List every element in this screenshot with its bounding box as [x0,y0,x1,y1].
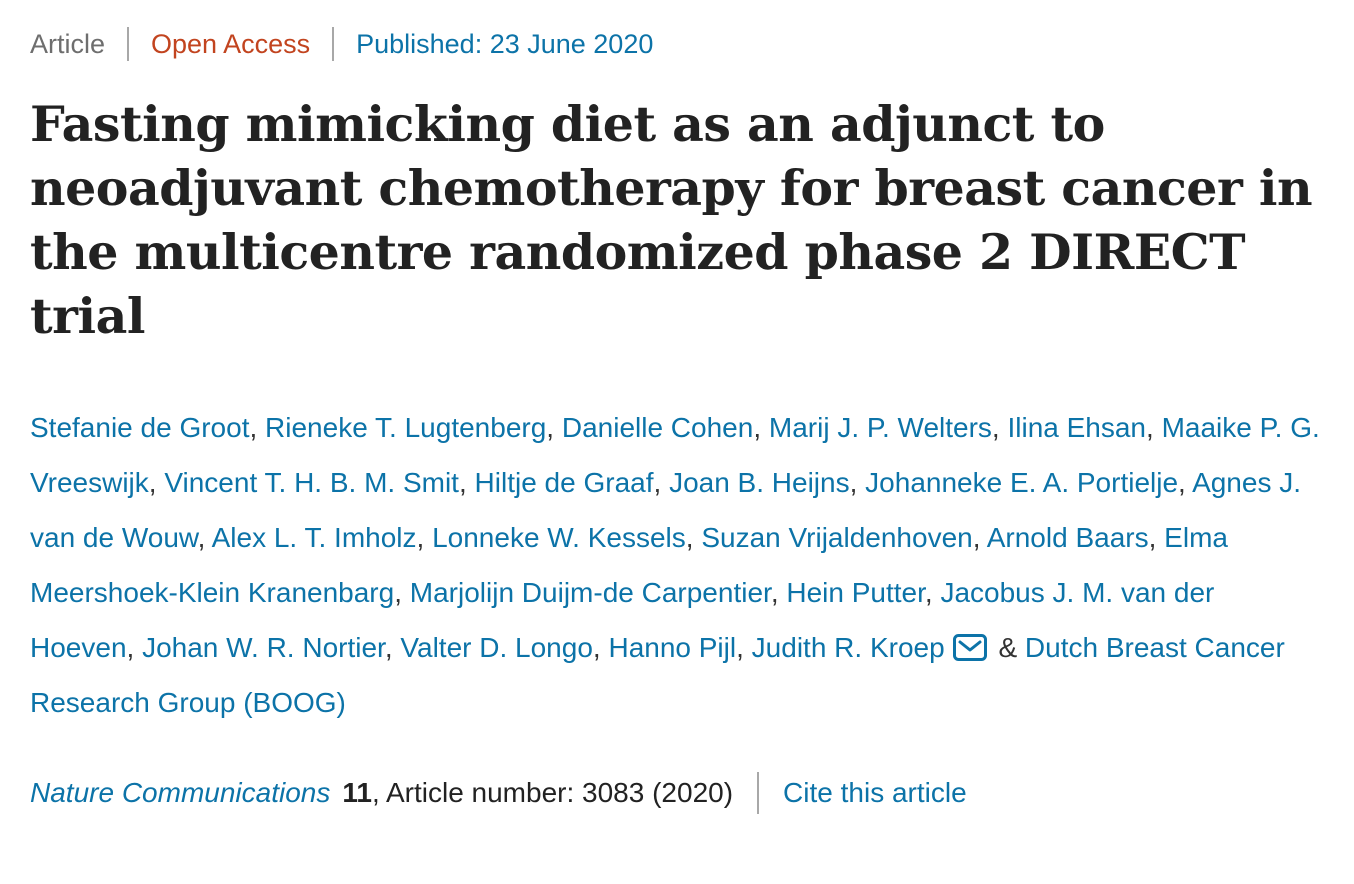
author-link[interactable]: Hanno Pijl [608,632,737,663]
author-separator: , [1178,467,1193,498]
author-separator: , [753,412,769,443]
author-separator: , [546,412,562,443]
author-separator: , [384,632,401,663]
author-link[interactable]: Hiltje de Graaf [474,467,654,498]
article-title: Fasting mimicking diet as an adjunct to … [30,95,1313,345]
author-link[interactable]: Judith R. Kroep [751,632,945,663]
authors-conjunction: & [990,632,1025,663]
author-separator: , [972,522,987,553]
article-number-text: , Article number: 3083 (2020) [371,777,734,808]
author-link[interactable]: Rieneke T. Lugtenberg [265,412,547,443]
journal-volume: 11 [342,777,372,808]
published-date-link[interactable]: Published: 23 June 2020 [356,29,654,59]
journal-link[interactable]: Nature Communications [30,777,331,808]
article-header-page: Article Open Access Published: 23 June 2… [30,26,1324,814]
author-link[interactable]: Hein Putter [786,577,925,608]
open-access-link[interactable]: Open Access [151,29,311,59]
author-link[interactable]: Arnold Baars [986,522,1149,553]
author-separator: , [416,522,433,553]
meta-separator [332,27,335,61]
journal-info-row: Nature Communications 11 , Article numbe… [30,772,1324,814]
author-separator: , [770,577,787,608]
author-separator: , [1148,522,1165,553]
author-separator: , [592,632,609,663]
author-link[interactable]: Joan B. Heijns [669,467,850,498]
author-separator: , [249,412,266,443]
article-type-label: Article [30,29,106,59]
author-link[interactable]: Valter D. Longo [400,632,593,663]
envelope-icon[interactable] [952,634,987,661]
author-separator: , [653,467,670,498]
author-link[interactable]: Vincent T. H. B. M. Smit [164,467,459,498]
author-link[interactable]: Alex L. T. Imholz [211,522,417,553]
author-link[interactable]: Marij J. P. Welters [768,412,992,443]
article-meta-row: Article Open Access Published: 23 June 2… [30,26,1324,62]
author-separator: , [849,467,866,498]
author-separator: , [148,467,165,498]
author-separator: , [458,467,475,498]
author-link[interactable]: Marjolijn Duijm-de Carpentier [409,577,771,608]
author-link[interactable]: Agnes J. van de Wouw [30,467,1302,553]
author-link[interactable]: Danielle Cohen [561,412,754,443]
author-separator: , [197,522,212,553]
author-separator: , [126,632,143,663]
author-link[interactable]: Johanneke E. A. Portielje [865,467,1179,498]
author-separator: , [924,577,941,608]
author-link[interactable]: Elma Meershoek-Klein Kranenbarg [30,522,1228,608]
cite-this-article-link[interactable]: Cite this article [783,777,967,808]
author-separator: , [736,632,752,663]
journal-separator [757,772,760,814]
group-author-link[interactable]: Dutch Breast Cancer Research Group (BOOG… [30,632,1285,718]
author-link[interactable]: Johan W. R. Nortier [142,632,385,663]
author-separator: , [685,522,702,553]
author-link[interactable]: Ilina Ehsan [1007,412,1147,443]
author-link[interactable]: Jacobus J. M. van der Hoeven [30,577,1215,663]
author-link[interactable]: Maaike P. G. Vreeswijk [30,412,1320,498]
author-link[interactable]: Lonneke W. Kessels [432,522,686,553]
author-separator: , [394,577,410,608]
meta-separator [127,27,130,61]
author-separator: , [1146,412,1162,443]
author-link[interactable]: Stefanie de Groot [30,412,250,443]
author-separator: , [991,412,1008,443]
author-list: Stefanie de Groot, Rieneke T. Lugtenberg… [30,400,1324,730]
author-link[interactable]: Suzan Vrijaldenhoven [701,522,973,553]
